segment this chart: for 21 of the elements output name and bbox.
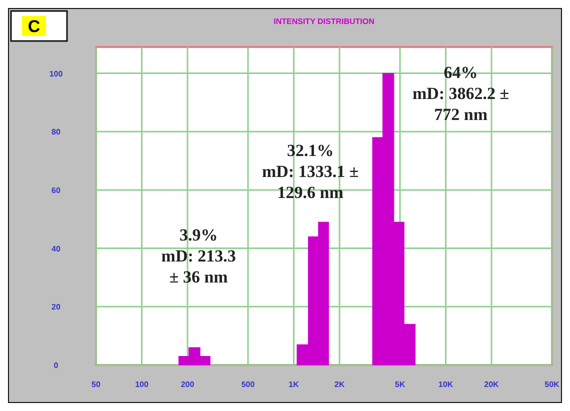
- x-tick-label: 1K: [288, 380, 300, 389]
- x-tick-label: 5K: [394, 380, 406, 389]
- text: C: [28, 17, 40, 36]
- x-tick-label: 10K: [438, 380, 454, 389]
- y-tick-label: 40: [52, 244, 61, 254]
- chart-title: INTENSITY DISTRIBUTION: [274, 17, 375, 26]
- x-tick-label: 100: [135, 380, 149, 389]
- y-tick-label: 20: [52, 302, 61, 312]
- annotation: 32.1% mD: 1333.1 ± 129.6 nm: [262, 141, 359, 202]
- x-tick-label: 20K: [484, 380, 500, 389]
- x-tick-label: 500: [241, 380, 256, 389]
- y-tick-label: 0: [54, 361, 59, 370]
- x-tick-label: 2K: [334, 380, 345, 389]
- y-tick-label: 100: [49, 69, 64, 78]
- y-tick-label: 60: [52, 186, 61, 195]
- x-tick-label: 200: [180, 380, 195, 389]
- x-tick-label: 50K: [544, 380, 560, 389]
- annotation: 3.9% mD: 213.3 ± 36 nm: [161, 225, 236, 286]
- x-tick-label: 50: [92, 380, 101, 389]
- y-tick-label: 80: [52, 128, 61, 137]
- annotation: 64% mD: 3862.2 ± 772 nm: [412, 63, 510, 124]
